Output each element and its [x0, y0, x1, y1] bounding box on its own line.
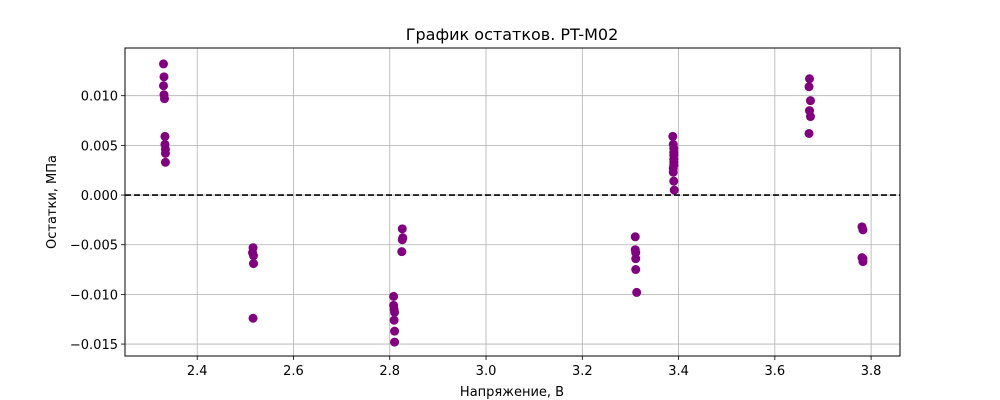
y-tick-label: −0.010 — [70, 288, 118, 303]
data-point — [397, 235, 407, 245]
data-point — [804, 82, 814, 92]
y-tick-label: 0.005 — [81, 139, 118, 154]
data-point — [159, 81, 169, 91]
data-point — [160, 157, 170, 167]
data-point — [668, 131, 678, 141]
chart-title: График остатков. PT-M02 — [406, 25, 619, 44]
data-point — [390, 337, 400, 347]
data-points — [159, 59, 868, 347]
data-point — [669, 185, 679, 195]
x-axis-label: Напряжение, В — [460, 385, 564, 400]
data-point — [159, 59, 169, 69]
y-axis-label: Остатки, МПа — [45, 155, 60, 249]
x-tick-label: 3.0 — [476, 364, 497, 379]
data-point — [397, 247, 407, 257]
x-tick-label: 2.4 — [187, 364, 208, 379]
data-point — [160, 131, 170, 141]
x-tick-label: 3.4 — [668, 364, 689, 379]
data-point — [249, 259, 259, 269]
y-tick-label: −0.005 — [70, 239, 118, 254]
data-point — [248, 313, 258, 323]
data-point — [632, 287, 642, 297]
data-point — [397, 224, 407, 234]
data-point — [631, 265, 641, 275]
data-point — [805, 74, 815, 84]
data-point — [159, 72, 169, 82]
data-point — [390, 326, 400, 336]
y-tick-label: 0.010 — [81, 90, 118, 105]
data-point — [389, 291, 399, 301]
x-tick-label: 3.6 — [765, 364, 786, 379]
y-tick-label: 0.000 — [81, 189, 118, 204]
x-tick-label: 2.8 — [379, 364, 400, 379]
y-tick-label: −0.015 — [70, 338, 118, 353]
data-point — [858, 257, 868, 267]
x-tick-label: 2.6 — [283, 364, 304, 379]
data-point — [389, 315, 399, 325]
data-point — [669, 176, 679, 186]
x-tick-label: 3.2 — [572, 364, 593, 379]
data-point — [631, 254, 641, 264]
data-point — [804, 128, 814, 138]
plot-frame — [124, 47, 901, 357]
data-point — [159, 94, 169, 104]
data-point — [805, 96, 815, 106]
data-point — [160, 148, 170, 158]
data-point — [390, 307, 400, 317]
x-tick-label: 3.8 — [861, 364, 882, 379]
data-point — [630, 232, 640, 242]
y-axis-ticks: 0.010 0.005 0.000 −0.005 −0.010 −0.015 — [70, 90, 125, 353]
data-point — [858, 225, 868, 235]
data-point — [249, 251, 259, 261]
x-axis-ticks: 2.4 2.6 2.8 3.0 3.2 3.4 3.6 3.8 — [187, 356, 882, 379]
data-point — [805, 112, 815, 122]
data-point — [668, 167, 678, 177]
